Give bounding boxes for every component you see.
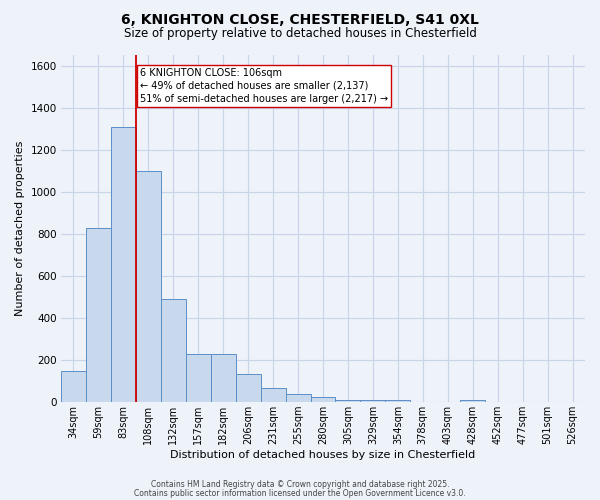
Bar — [211, 354, 236, 402]
Bar — [61, 370, 86, 402]
Y-axis label: Number of detached properties: Number of detached properties — [15, 141, 25, 316]
Bar — [260, 388, 286, 402]
Bar — [286, 394, 311, 402]
Text: Contains public sector information licensed under the Open Government Licence v3: Contains public sector information licen… — [134, 488, 466, 498]
Text: 6 KNIGHTON CLOSE: 106sqm
← 49% of detached houses are smaller (2,137)
51% of sem: 6 KNIGHTON CLOSE: 106sqm ← 49% of detach… — [140, 68, 388, 104]
Text: 6, KNIGHTON CLOSE, CHESTERFIELD, S41 0XL: 6, KNIGHTON CLOSE, CHESTERFIELD, S41 0XL — [121, 12, 479, 26]
Text: Contains HM Land Registry data © Crown copyright and database right 2025.: Contains HM Land Registry data © Crown c… — [151, 480, 449, 489]
Bar — [111, 126, 136, 402]
Bar — [460, 400, 485, 402]
X-axis label: Distribution of detached houses by size in Chesterfield: Distribution of detached houses by size … — [170, 450, 476, 460]
Bar — [385, 400, 410, 402]
Bar — [335, 400, 361, 402]
Bar — [161, 299, 186, 402]
Bar — [236, 374, 260, 402]
Bar — [186, 354, 211, 402]
Bar — [311, 397, 335, 402]
Bar — [136, 170, 161, 402]
Bar — [86, 228, 111, 402]
Bar — [361, 400, 385, 402]
Text: Size of property relative to detached houses in Chesterfield: Size of property relative to detached ho… — [124, 28, 476, 40]
